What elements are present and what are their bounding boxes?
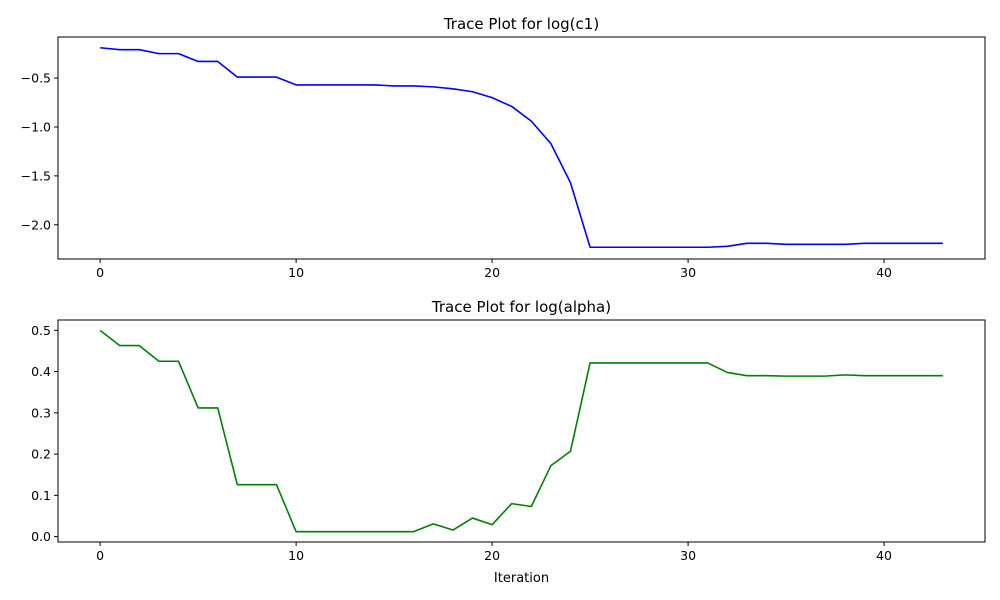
log-alpha-x-axis-label: Iteration bbox=[494, 571, 549, 586]
log-alpha-y-tick-label: 0.0 bbox=[31, 529, 51, 544]
log-alpha-axes-frame bbox=[57, 319, 986, 543]
log-alpha-y-axis: 0.0 0.1 0.2 0.3 0.4 0.5 bbox=[31, 323, 58, 544]
log-c1-x-axis: 0 10 20 30 40 bbox=[96, 259, 892, 280]
log-c1-y-tick-label: −1.0 bbox=[21, 119, 51, 134]
log-c1-y-tick-label: −0.5 bbox=[21, 71, 51, 86]
log-alpha-chart-title: Trace Plot for log(alpha) bbox=[431, 298, 611, 316]
log-c1-axes-frame bbox=[57, 36, 986, 260]
log-alpha-x-tick-label: 20 bbox=[484, 548, 500, 563]
log-alpha-x-tick-label: 0 bbox=[96, 548, 104, 563]
log-alpha-x-tick-label: 30 bbox=[680, 548, 696, 563]
log-c1-x-tick-label: 10 bbox=[288, 265, 304, 280]
log-alpha-y-tick-label: 0.1 bbox=[31, 488, 51, 503]
log-c1-x-tick-label: 0 bbox=[96, 265, 104, 280]
log-alpha-x-axis: 0 10 20 30 40 bbox=[96, 542, 892, 563]
log-c1-y-tick-label: −2.0 bbox=[21, 217, 51, 232]
log-c1-trace-panel: Trace Plot for log(c1) 0 10 20 30 40 −2.0 −1.… bbox=[21, 15, 986, 280]
log-alpha-trace-panel: Trace Plot for log(alpha) 0 10 20 30 40 0.00… bbox=[31, 298, 986, 586]
log-c1-x-tick-label: 20 bbox=[484, 265, 500, 280]
log-c1-x-tick-label: 30 bbox=[680, 265, 696, 280]
log-alpha-y-tick-label: 0.2 bbox=[31, 447, 51, 462]
log-alpha-series-line bbox=[99, 329, 943, 533]
log-c1-marks bbox=[100, 46, 943, 249]
log-c1-y-tick-label: −1.5 bbox=[21, 168, 51, 183]
log-c1-x-tick-label: 40 bbox=[876, 265, 892, 280]
log-c1-series-line bbox=[100, 46, 943, 249]
log-alpha-marks bbox=[99, 329, 943, 533]
log-alpha-y-tick-label: 0.5 bbox=[31, 323, 51, 338]
log-alpha-y-tick-label: 0.3 bbox=[31, 405, 51, 420]
log-c1-y-axis: −2.0 −1.5 −1.0 −0.5 bbox=[21, 71, 58, 232]
log-c1-chart-title: Trace Plot for log(c1) bbox=[443, 15, 599, 33]
log-alpha-x-tick-label: 40 bbox=[876, 548, 892, 563]
log-alpha-y-tick-label: 0.4 bbox=[31, 364, 51, 379]
log-alpha-x-tick-label: 10 bbox=[288, 548, 304, 563]
